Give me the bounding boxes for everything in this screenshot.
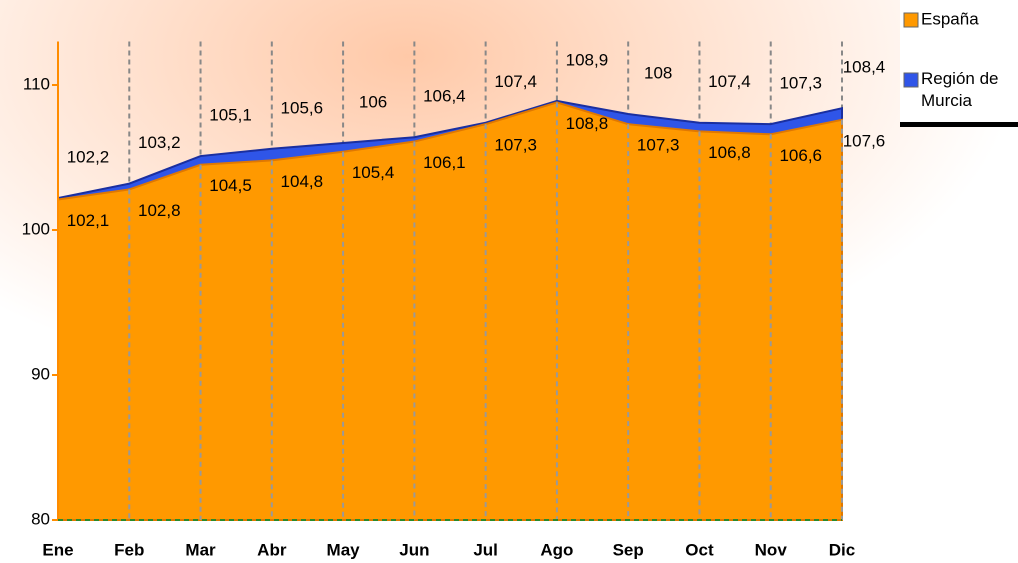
data-label: 104,8	[281, 172, 324, 191]
x-tick-label: Sep	[613, 540, 644, 559]
data-label: 102,2	[67, 148, 110, 167]
legend-swatch	[903, 72, 919, 88]
x-tick-label: May	[327, 540, 361, 559]
data-label: 108,4	[843, 58, 886, 77]
x-tick-label: Abr	[257, 540, 287, 559]
data-label: 108,8	[566, 114, 609, 133]
x-tick-label: Dic	[829, 540, 855, 559]
legend: España Región de Murcia	[900, 0, 1018, 127]
legend-label: Región de Murcia	[921, 69, 999, 110]
data-label: 106	[359, 92, 387, 111]
x-tick-label: Feb	[114, 540, 144, 559]
data-label: 105,1	[209, 106, 252, 125]
x-tick-label: Oct	[685, 540, 714, 559]
data-label: 106,8	[708, 143, 751, 162]
data-label: 106,4	[423, 87, 466, 106]
x-tick-label: Jun	[399, 540, 429, 559]
y-tick-label: 100	[22, 219, 50, 238]
x-tick-label: Nov	[755, 540, 788, 559]
data-label: 107,3	[494, 136, 537, 155]
data-label: 102,1	[67, 211, 110, 230]
x-tick-label: Ene	[42, 540, 73, 559]
y-tick-label: 80	[31, 509, 50, 528]
data-label: 106,1	[423, 153, 466, 172]
x-tick-label: Mar	[185, 540, 216, 559]
data-label: 108,9	[566, 50, 609, 69]
legend-swatch	[903, 12, 919, 28]
legend-label: España	[921, 9, 979, 28]
data-label: 107,3	[637, 136, 680, 155]
data-label: 102,8	[138, 201, 181, 220]
data-label: 107,6	[843, 131, 886, 150]
data-label: 107,3	[779, 74, 822, 93]
legend-label-line: Murcia	[921, 91, 973, 110]
data-label: 107,4	[494, 72, 537, 91]
data-label: 104,5	[209, 176, 252, 195]
data-label: 105,6	[281, 98, 324, 117]
data-label: 105,4	[352, 163, 395, 182]
y-tick-label: 110	[23, 74, 50, 93]
data-label: 107,4	[708, 72, 751, 91]
y-tick-label: 90	[31, 364, 50, 383]
data-label: 108	[644, 63, 672, 82]
legend-border	[900, 122, 1018, 127]
x-tick-label: Jul	[473, 540, 498, 559]
legend-box	[900, 0, 1018, 125]
x-tick-label: Ago	[540, 540, 573, 559]
legend-label-line: Región de	[921, 69, 999, 88]
data-label: 103,2	[138, 133, 181, 152]
data-label: 106,6	[779, 146, 822, 165]
